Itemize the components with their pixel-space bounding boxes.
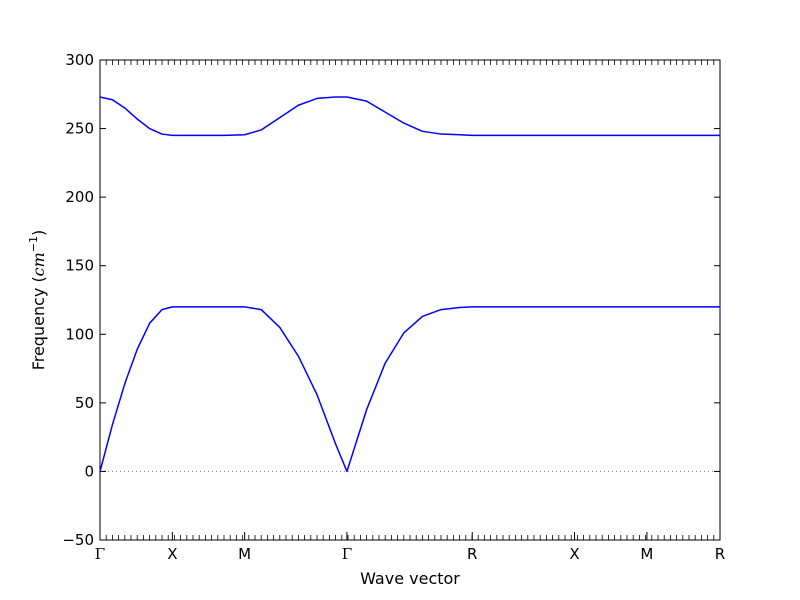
y-tick-label: 300	[65, 51, 94, 69]
y-axis-label-unit: cm	[29, 252, 48, 276]
y-tick-label: 200	[65, 188, 94, 206]
band-line-2	[99, 96, 720, 137]
y-tick-label: −50	[62, 531, 94, 549]
x-tick-label: Γ	[95, 545, 105, 563]
y-axis-label: Frequency (cm−1)	[27, 230, 48, 371]
plot-area	[99, 59, 721, 541]
x-tick-label: X	[569, 545, 579, 563]
x-tick-label: X	[167, 545, 177, 563]
x-tick-label: Γ	[342, 545, 352, 563]
x-tick-label: M	[640, 545, 653, 563]
series-layer	[99, 96, 720, 473]
y-axis-label-prefix: Frequency (	[29, 276, 48, 370]
y-tick-label: 0	[84, 462, 94, 480]
x-tick-label: R	[467, 545, 477, 563]
x-tick-label: M	[238, 545, 251, 563]
band-line-1	[99, 306, 720, 473]
y-tick-label: 50	[75, 394, 94, 412]
x-tick-label: R	[715, 545, 725, 563]
x-axis-label: Wave vector	[360, 569, 460, 588]
labels-layer: −50 0 50 100 150 200 250 300 Γ X M Γ R X M R	[62, 51, 725, 563]
y-tick-label: 150	[65, 257, 94, 275]
y-tick-label: 250	[65, 120, 94, 138]
y-axis-label-suffix: )	[29, 230, 48, 236]
y-tick-label: 100	[65, 325, 94, 343]
ticks-layer	[99, 59, 721, 541]
y-axis-label-unit-exponent: −1	[27, 236, 40, 252]
plot-frame	[99, 59, 721, 541]
